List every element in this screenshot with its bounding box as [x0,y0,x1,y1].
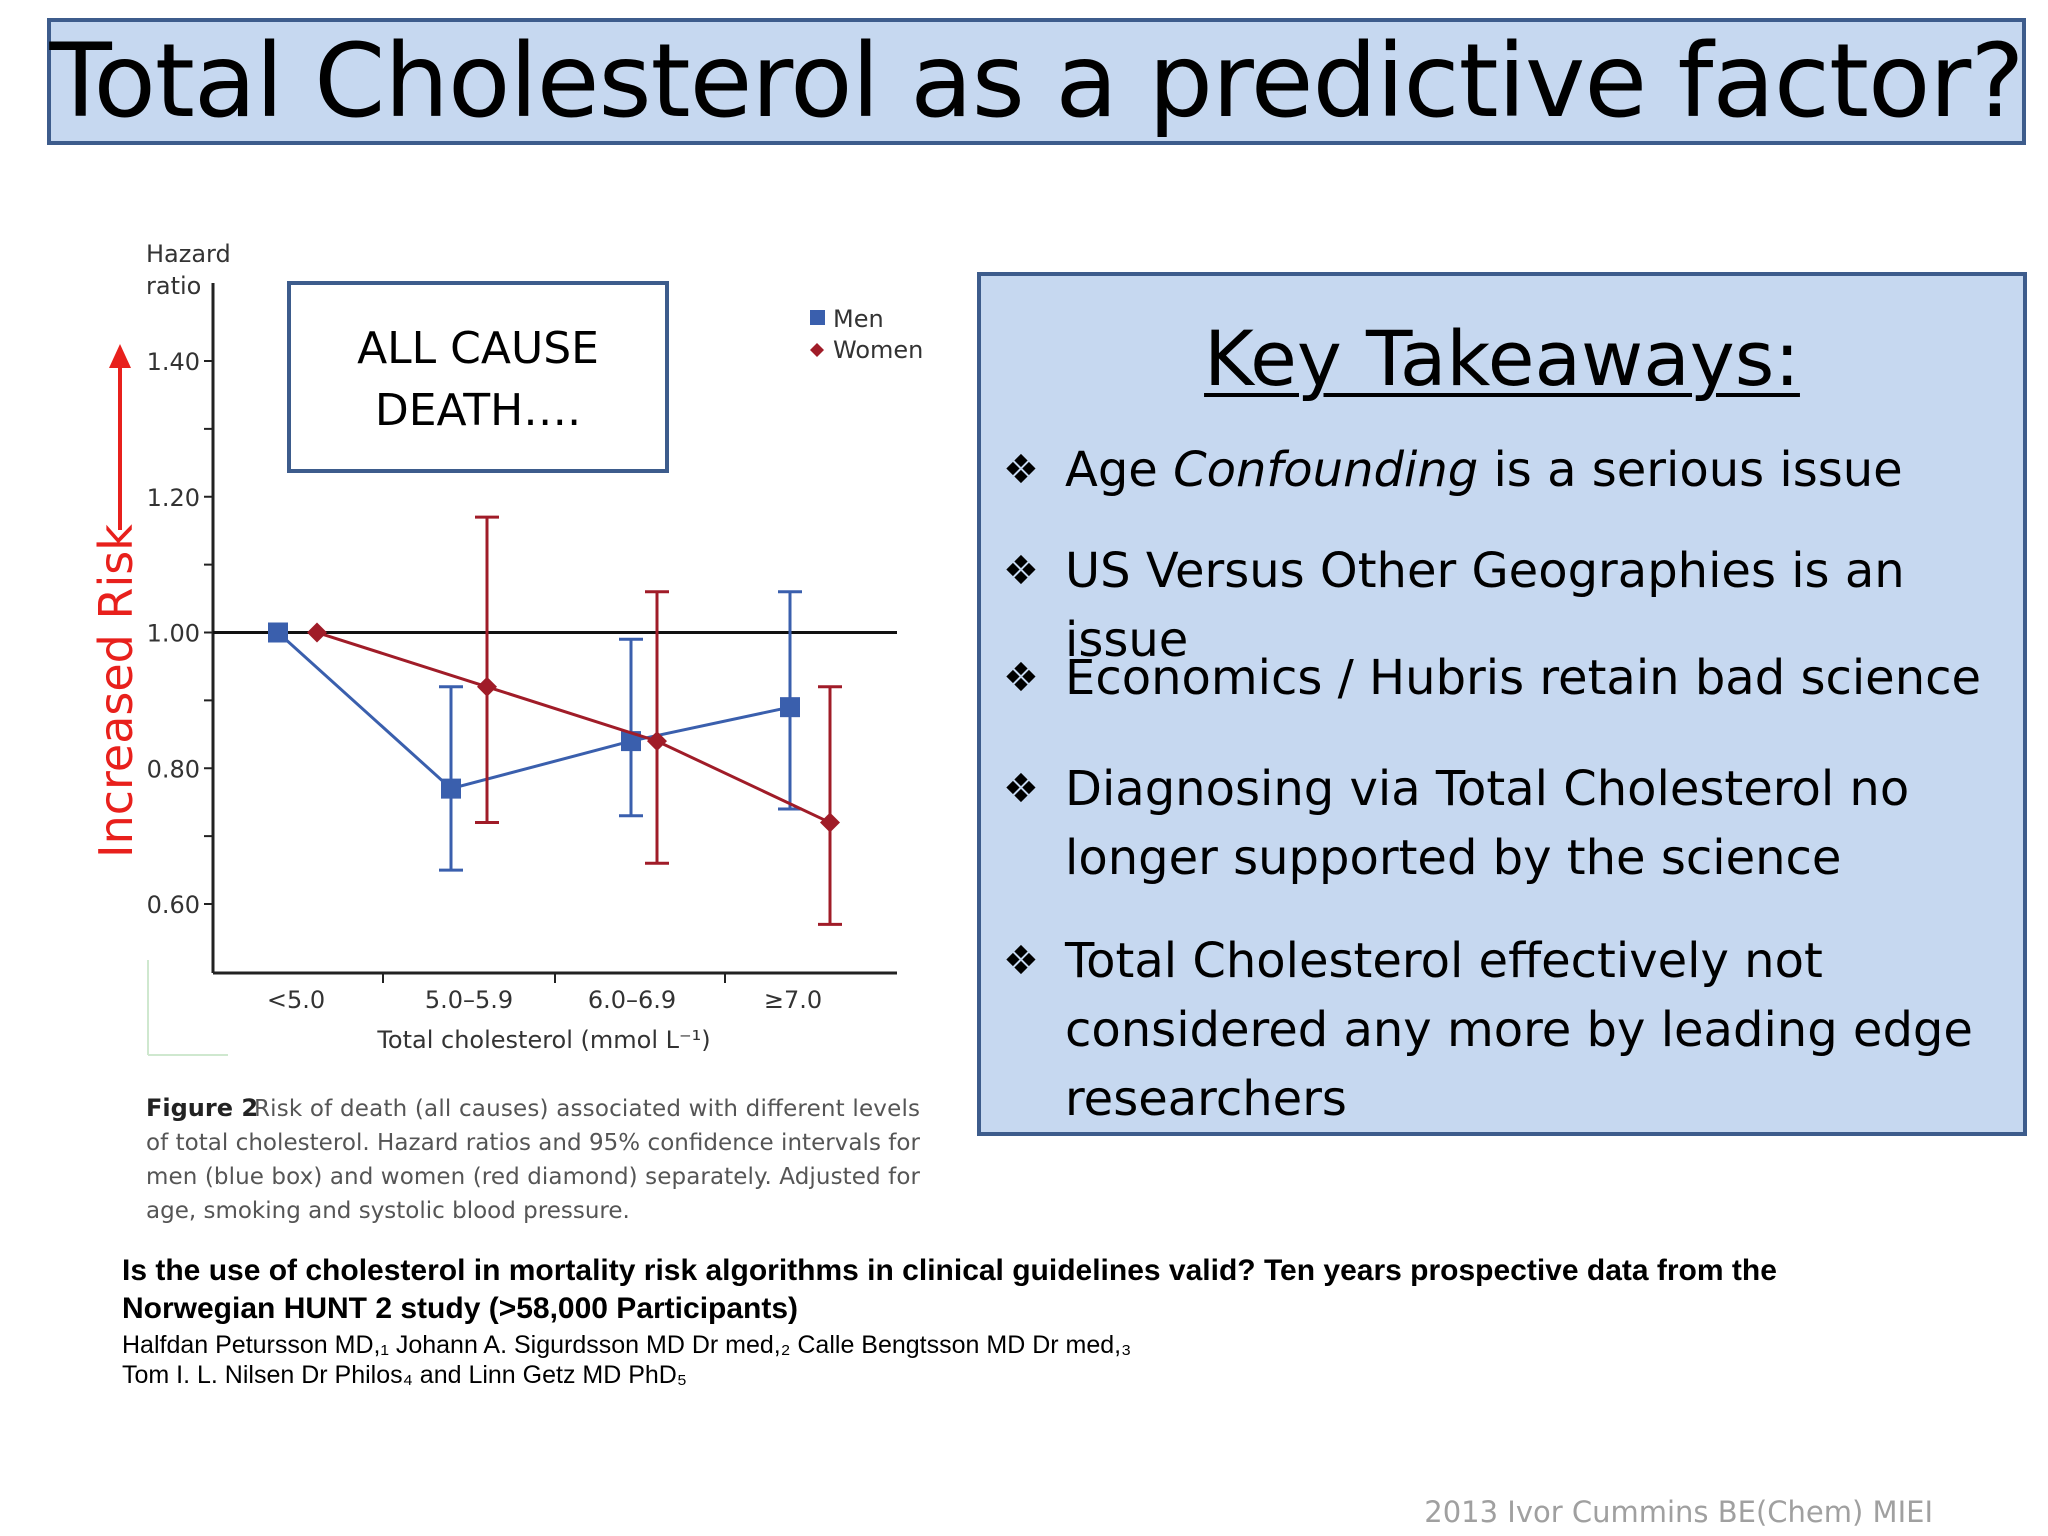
series-line [316,631,831,824]
women-diamond-marker [307,622,327,643]
y-axis-label: Hazard [146,240,231,268]
annotation-text: ALL CAUSE [357,323,599,374]
takeaway-text: US Versus Other Geographies is an issue [1065,543,1905,668]
series-line [276,631,791,791]
four-diamond-bullet-icon: ❖ [1003,447,1039,493]
men-square-marker [780,697,800,718]
four-diamond-bullet-icon: ❖ [1003,655,1039,701]
legend-women-label: Women [833,336,923,364]
takeaway-item: ❖ US Versus Other Geographies is an issu… [1003,537,2013,675]
x-axis-label: Total cholesterol (mmol L⁻¹) [376,1026,710,1054]
x-tick-label: 6.0–6.9 [588,986,676,1014]
takeaway-text: Diagnosing via Total Cholesterol no longe… [1065,761,1910,886]
y-tick-label: 1.20 [147,484,200,512]
caption-label: Figure 2 [146,1094,258,1122]
citation-title: Is the use of cholesterol in mortality r… [122,1254,1777,1325]
women-diamond-marker [477,676,497,697]
title-banner: Total Cholesterol as a predictive factor… [47,18,2026,145]
legend-men-swatch [810,310,825,325]
takeaway-item: ❖ Diagnosing via Total Cholesterol no lon… [1003,755,2013,893]
x-tick-label: <5.0 [267,986,325,1014]
legend-women-swatch [810,343,824,357]
annotation-text: DEATH…. [375,385,581,436]
x-tick-label: ≥7.0 [764,986,822,1014]
women-diamond-marker [647,731,667,752]
caption-line: of total cholesterol. Hazard ratios and … [146,1130,921,1156]
caption-line: age, smoking and systolic blood pressure… [146,1198,630,1224]
increased-risk-label: Increased Risk [89,524,143,858]
slide-title: Total Cholesterol as a predictive factor… [49,22,2025,141]
y-axis-label: ratio [146,272,201,300]
y-tick-label: 0.60 [147,891,200,919]
men-square-marker [268,622,288,643]
men-square-marker [441,778,461,799]
caption-line: Risk of death (all causes) associated wi… [254,1096,920,1122]
y-tick-label: 0.80 [147,755,200,783]
women-diamond-marker [820,812,840,833]
annotation-box [287,281,669,473]
takeaway-item: ❖ Total Cholesterol effectively not consi… [1003,927,2013,1134]
four-diamond-bullet-icon: ❖ [1003,766,1039,812]
citation-authors: Halfdan Petursson MD,₁ Johann A. Sigurds… [122,1331,1132,1389]
y-tick-label: 1.00 [147,620,200,648]
citation: Is the use of cholesterol in mortality r… [122,1252,1922,1390]
legend-men-label: Men [833,305,884,333]
takeaway-text: Total Cholesterol effectively not conside… [1065,933,1973,1127]
men-square-marker [621,731,641,752]
arrow-up-icon [109,344,131,368]
key-takeaways-panel: Key Takeaways: ❖ Age Confounding is a se… [977,272,2027,1136]
four-diamond-bullet-icon: ❖ [1003,938,1039,984]
takeaway-text: Economics / Hubris retain bad science [1065,650,1982,706]
caption-line: men (blue box) and women (red diamond) s… [146,1164,921,1190]
takeaways-heading: Key Takeaways: [1204,314,1800,403]
takeaway-text: Age Confounding is a serious issue [1065,442,1903,498]
x-tick-label: 5.0–5.9 [425,986,513,1014]
takeaway-item: ❖ Age Confounding is a serious issue [1003,436,2013,505]
takeaway-item: ❖ Economics / Hubris retain bad science [1003,644,2013,713]
footer-credit: 2013 Ivor Cummins BE(Chem) MIEI [1424,1495,1933,1529]
four-diamond-bullet-icon: ❖ [1003,548,1039,594]
hazard-ratio-chart: 1.40 1.20 1.00 0.80 0.60 Hazard ratio <5.0 5.0–5… [89,240,923,1224]
y-tick-label: 1.40 [147,348,200,376]
